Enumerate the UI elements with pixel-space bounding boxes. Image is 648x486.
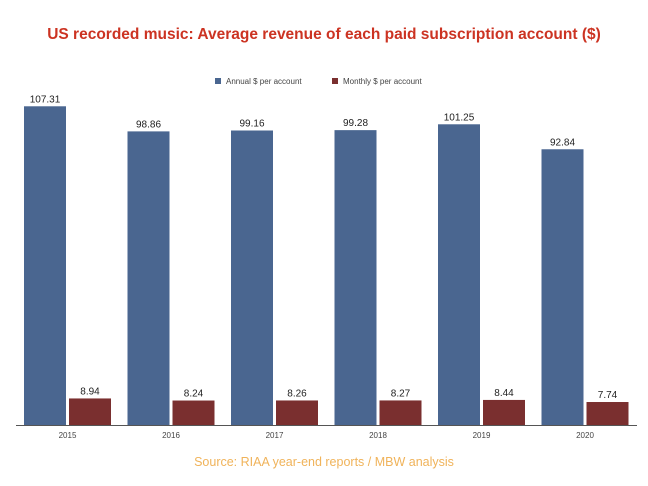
bar <box>438 124 480 425</box>
legend-swatch <box>332 78 338 84</box>
bar <box>483 399 525 425</box>
data-label: 8.27 <box>391 388 411 399</box>
x-tick-label: 2020 <box>576 431 594 440</box>
data-label: 99.28 <box>343 118 368 129</box>
bar <box>276 400 318 425</box>
x-tick-label: 2019 <box>473 431 491 440</box>
bar <box>586 402 629 425</box>
data-label: 8.26 <box>287 388 307 399</box>
bar <box>69 398 111 425</box>
x-tick-label: 2016 <box>162 431 180 440</box>
bar <box>24 106 66 425</box>
data-label: 8.24 <box>184 389 204 400</box>
data-label: 8.94 <box>80 386 100 397</box>
source-note: Source: RIAA year-end reports / MBW anal… <box>194 455 454 469</box>
data-label: 7.74 <box>598 390 618 401</box>
legend-swatch <box>215 78 221 84</box>
bar <box>172 400 215 425</box>
data-label: 8.44 <box>494 388 514 399</box>
bar <box>379 400 422 425</box>
data-label: 101.25 <box>444 112 475 123</box>
bar <box>334 130 377 425</box>
bar <box>541 149 584 425</box>
data-label: 99.16 <box>239 118 264 129</box>
chart-title: US recorded music: Average revenue of ea… <box>47 26 601 43</box>
bar <box>231 130 273 425</box>
x-tick-label: 2018 <box>369 431 387 440</box>
data-label: 92.84 <box>550 137 575 148</box>
legend-label: Monthly $ per account <box>343 77 422 86</box>
data-label: 98.86 <box>136 119 161 130</box>
x-tick-label: 2015 <box>59 431 77 440</box>
data-label: 107.31 <box>30 94 61 105</box>
x-tick-label: 2017 <box>266 431 284 440</box>
legend-label: Annual $ per account <box>226 77 302 86</box>
bar <box>127 131 170 425</box>
